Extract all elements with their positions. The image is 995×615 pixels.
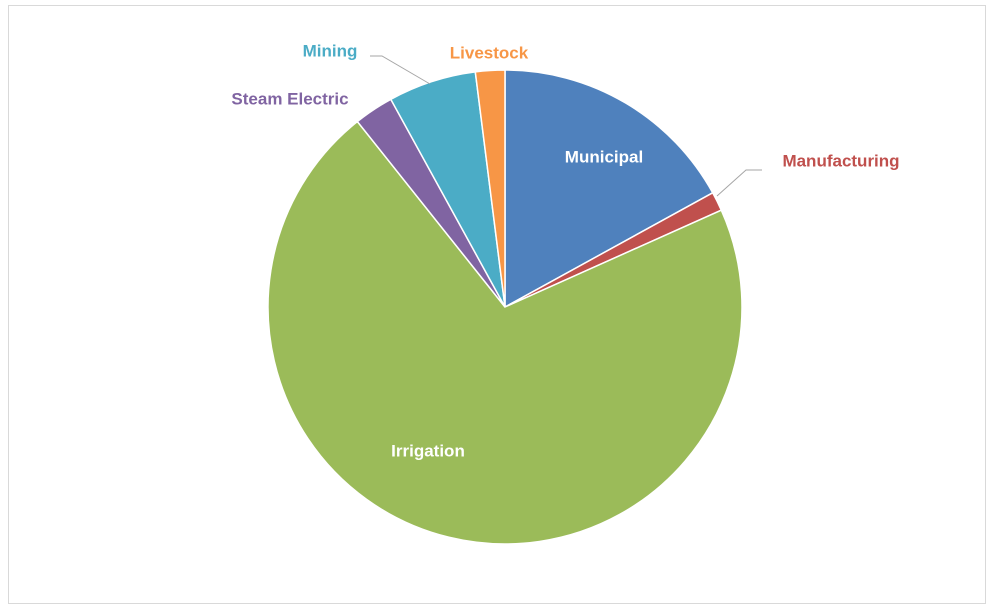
slice-label: Livestock [450, 43, 529, 62]
leader-line [370, 55, 431, 85]
slice-label: Mining [303, 41, 358, 60]
slice-label: Manufacturing [782, 151, 899, 170]
pie-slice [504, 69, 714, 309]
leader-line [716, 169, 762, 197]
pie-slice [267, 120, 743, 545]
slice-label: Steam Electric [231, 89, 348, 108]
slice-label: Irrigation [391, 441, 465, 460]
pie-slice [474, 69, 506, 308]
slice-label: Municipal [565, 147, 643, 166]
